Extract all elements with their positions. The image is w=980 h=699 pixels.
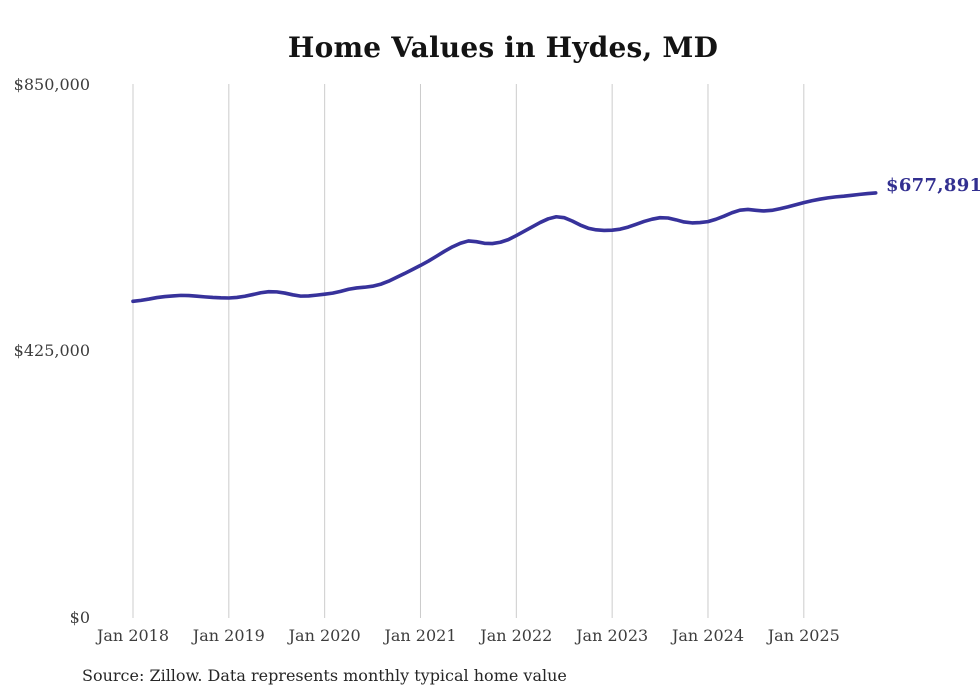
source-note: Source: Zillow. Data represents monthly … [82, 666, 567, 685]
x-axis-tick: Jan 2025 [767, 626, 840, 645]
x-axis-tick: Jan 2020 [288, 626, 361, 645]
x-axis-tick: Jan 2024 [671, 626, 744, 645]
home-value-line [131, 191, 878, 304]
x-axis-tick: Jan 2022 [480, 626, 553, 645]
x-axis-tick: Jan 2019 [192, 626, 265, 645]
chart-title: Home Values in Hydes, MD [287, 31, 719, 64]
y-axis-tick-850000: $850,000 [13, 75, 90, 94]
y-axis-tick-0: $0 [69, 608, 90, 627]
x-axis-tick: Jan 2018 [96, 626, 170, 645]
y-axis-tick-425000: $425,000 [13, 341, 90, 360]
x-axis-tick: Jan 2023 [576, 626, 649, 645]
latest-value-label: $677,891 [886, 175, 980, 196]
x-axis-tick: Jan 2021 [384, 626, 457, 645]
